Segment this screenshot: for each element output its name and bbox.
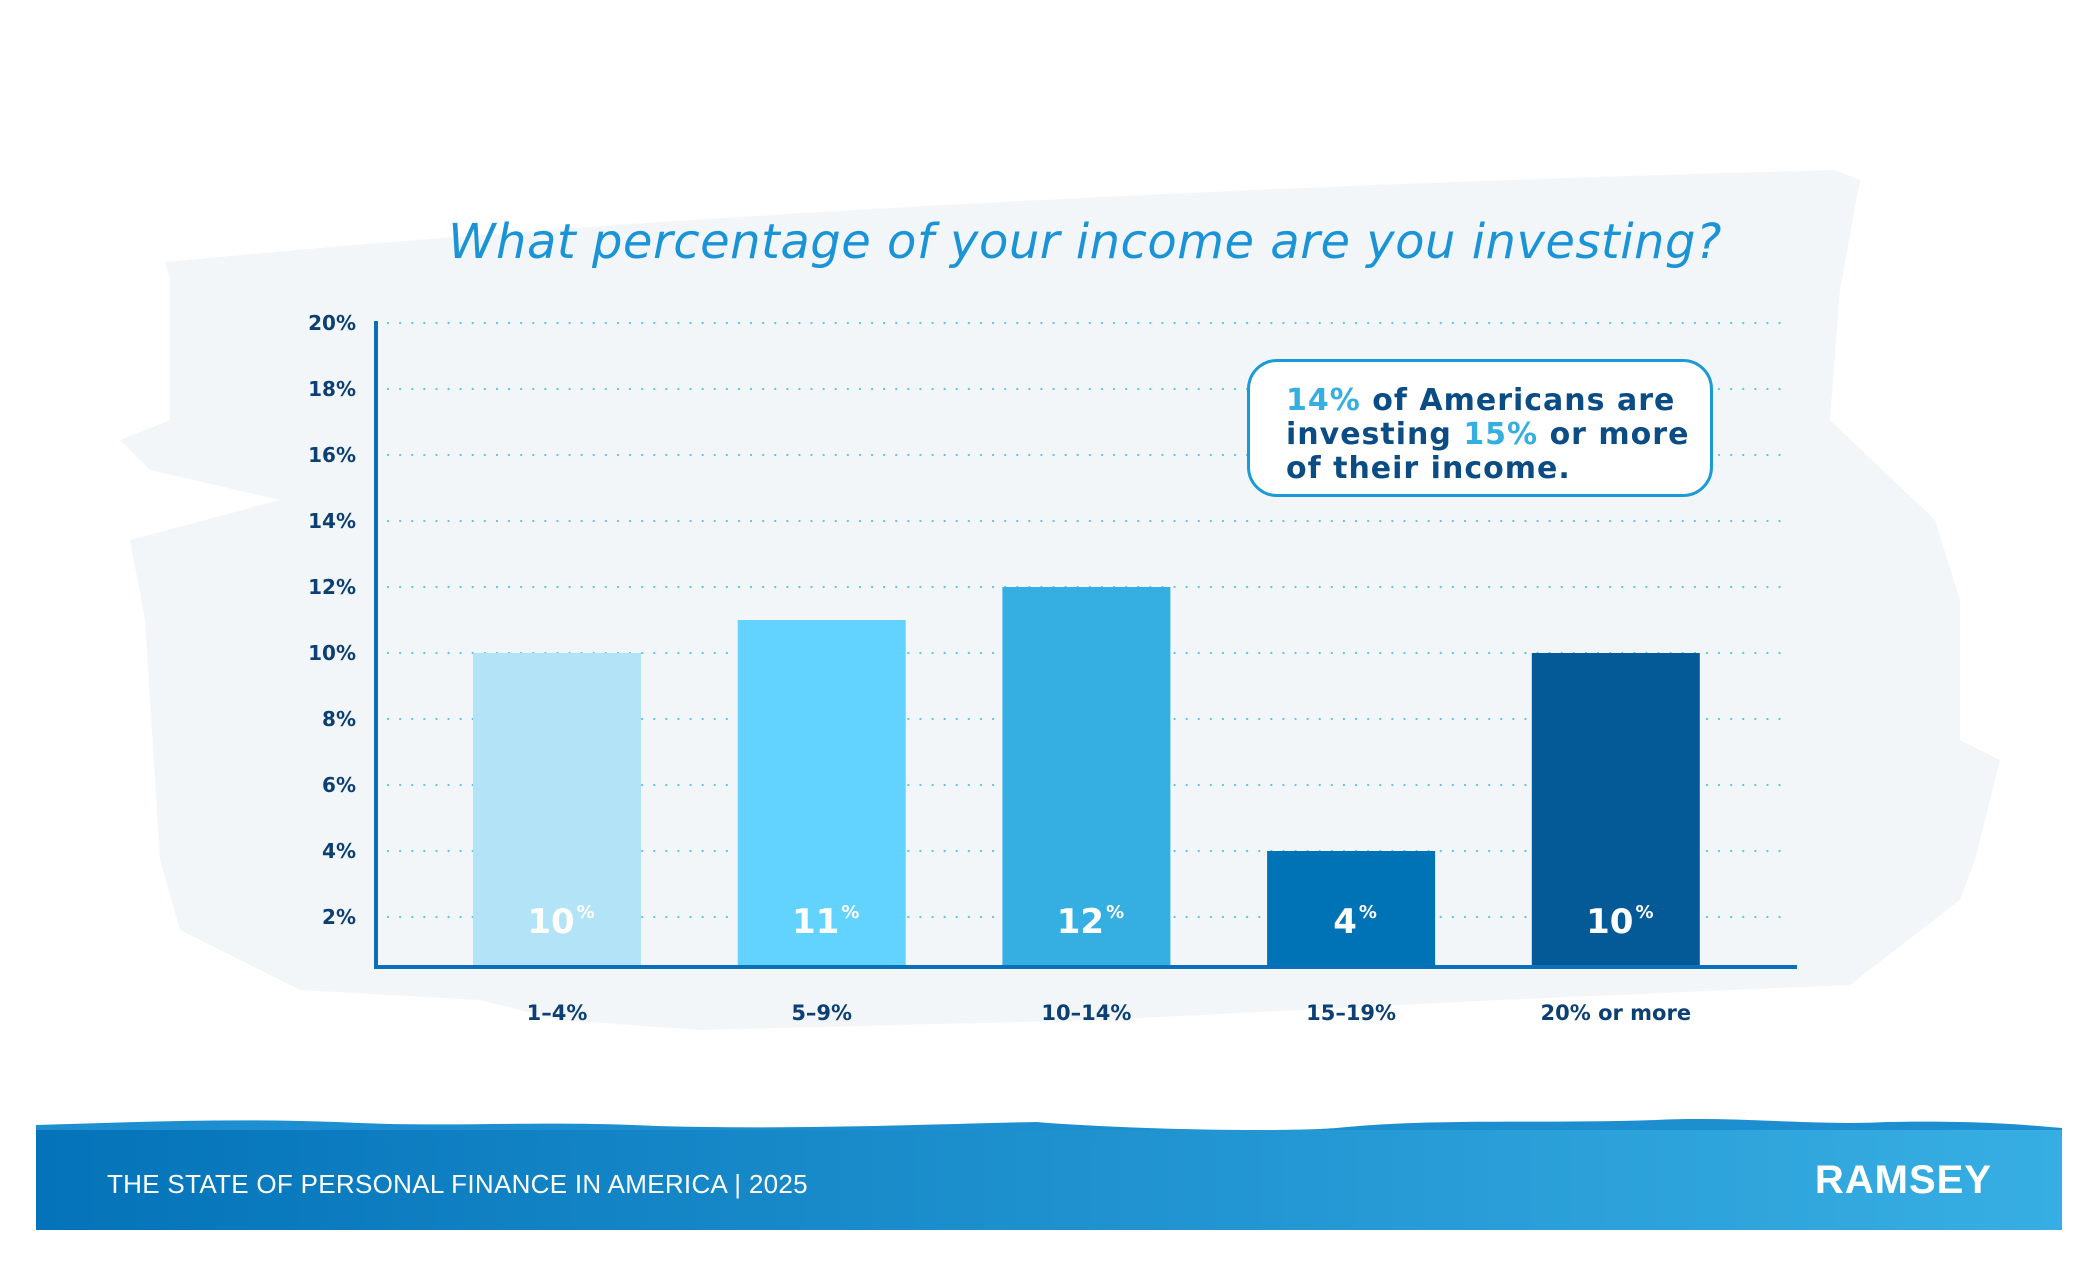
- bar-20-or-more: [1531, 653, 1700, 967]
- callout-highlight-14: 14%: [1286, 383, 1361, 418]
- data-label-percent: %: [1359, 902, 1377, 923]
- y-tick-label: 20%: [308, 311, 356, 335]
- bar-10-14-: [1002, 587, 1171, 967]
- y-tick-label: 18%: [308, 377, 356, 401]
- callout-box: 14% of Americans are investing 15% or mo…: [1247, 359, 1713, 497]
- data-label: 11: [792, 902, 839, 942]
- callout-text: of their income.: [1286, 451, 1571, 486]
- y-tick-label: 6%: [322, 773, 356, 797]
- x-tick-label: 10–14%: [1041, 1001, 1131, 1025]
- y-tick-label: 4%: [322, 839, 356, 863]
- data-label: 4: [1333, 902, 1357, 942]
- y-tick-label: 16%: [308, 443, 356, 467]
- y-tick-label: 14%: [308, 509, 356, 533]
- x-tick-label: 20% or more: [1541, 1001, 1692, 1025]
- data-label: 10: [527, 902, 574, 942]
- callout-text: of Americans are: [1360, 383, 1676, 418]
- bar-1-4-: [473, 653, 641, 967]
- data-label: 10: [1586, 902, 1633, 942]
- y-tick-label: 10%: [308, 641, 356, 665]
- y-tick-label: 12%: [308, 575, 356, 599]
- data-label-percent: %: [1635, 902, 1653, 923]
- x-tick-label: 5–9%: [791, 1001, 852, 1025]
- chart-title: What percentage of your income are you i…: [448, 214, 1722, 270]
- footer-banner: THE STATE OF PERSONAL FINANCE IN AMERICA…: [36, 1130, 2062, 1230]
- callout-text: or more: [1538, 417, 1690, 452]
- data-label-percent: %: [577, 902, 595, 923]
- bar-5-9-: [737, 620, 906, 967]
- y-tick-label: 2%: [322, 905, 356, 929]
- x-tick-label: 1–4%: [527, 1001, 588, 1025]
- data-label: 12: [1057, 902, 1104, 942]
- callout-highlight-15: 15%: [1463, 417, 1539, 452]
- y-tick-label: 8%: [322, 707, 356, 731]
- ramsey-logo: RAMSEY: [1814, 1158, 1992, 1202]
- data-label-percent: %: [841, 902, 859, 923]
- bar-15-19-: [1267, 851, 1436, 967]
- footer-title: THE STATE OF PERSONAL FINANCE IN AMERICA…: [107, 1169, 808, 1199]
- x-tick-label: 15–19%: [1306, 1001, 1396, 1025]
- data-label-percent: %: [1106, 902, 1124, 923]
- callout-text: investing: [1286, 417, 1464, 452]
